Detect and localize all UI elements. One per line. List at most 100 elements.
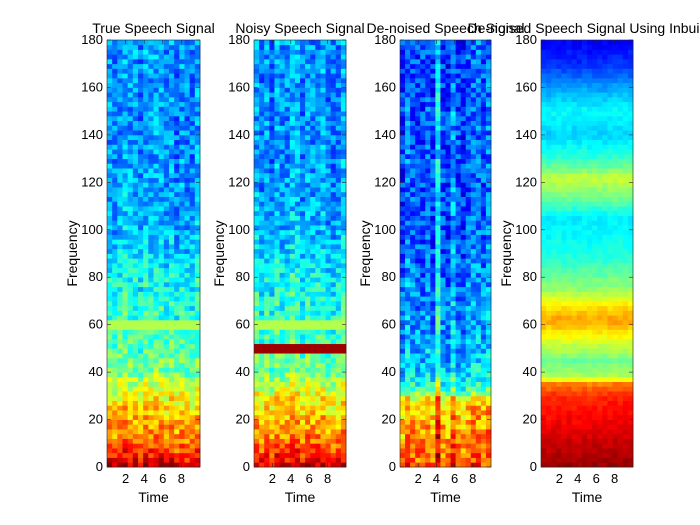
spectrogram-cell (179, 277, 185, 283)
spectrogram-cell (179, 400, 185, 406)
spectrogram-cell (470, 262, 477, 269)
spectrogram-cell (330, 367, 337, 373)
spectrogram-cell (410, 163, 416, 169)
spectrogram-cell (410, 191, 416, 197)
spectrogram-cell (465, 452, 472, 458)
spectrogram-cell (153, 215, 160, 221)
spectrogram-cell (122, 92, 129, 98)
spectrogram-cell (158, 277, 165, 283)
spectrogram-cell (122, 244, 129, 250)
spectrogram-cell (189, 419, 196, 425)
spectrogram-cell (460, 272, 467, 278)
spectrogram-cell (475, 96, 482, 103)
spectrogram-cell (259, 63, 265, 69)
spectrogram-cell (189, 272, 196, 278)
spectrogram-cell (325, 106, 332, 112)
spectrogram-cell (138, 130, 144, 136)
spectrogram-cell (274, 376, 280, 382)
spectrogram-cell (305, 262, 311, 269)
spectrogram-cell (269, 362, 275, 368)
spectrogram-cell (310, 196, 316, 202)
spectrogram-cell (420, 220, 426, 226)
spectrogram-cell (400, 139, 406, 145)
spectrogram-cell (315, 376, 321, 382)
spectrogram-cell (269, 443, 275, 449)
spectrogram-cell (148, 296, 154, 302)
spectrogram-cell (405, 77, 411, 84)
spectrogram-cell (450, 462, 457, 468)
spectrogram-cell (112, 87, 118, 93)
spectrogram-cell (284, 457, 291, 463)
spectrogram-cell (127, 120, 134, 126)
spectrogram-cell (264, 448, 270, 454)
spectrogram-cell (117, 87, 123, 93)
spectrogram-cell (315, 419, 321, 425)
spectrogram-cell (470, 448, 477, 454)
spectrogram-cell (184, 343, 191, 349)
spectrogram-cell (138, 300, 144, 307)
spectrogram-cell (289, 54, 296, 60)
spectrogram-cell (430, 248, 436, 254)
spectrogram-cell (279, 234, 286, 240)
spectrogram-cell (174, 44, 180, 50)
spectrogram-cell (410, 63, 416, 69)
spectrogram-cell (112, 248, 118, 254)
spectrogram-cell (148, 343, 154, 349)
spectrogram-cell (163, 443, 170, 449)
spectrogram-cell (305, 376, 311, 382)
spectrogram-cell (294, 82, 301, 88)
spectrogram-cell (455, 362, 462, 368)
spectrogram-cell (480, 239, 487, 245)
spectrogram-cell (284, 172, 291, 178)
spectrogram-cell (400, 158, 406, 164)
spectrogram-cell (415, 239, 421, 245)
spectrogram-cell (189, 329, 196, 335)
spectrogram-cell (315, 319, 321, 326)
spectrogram-cell (305, 272, 311, 278)
spectrogram-cell (274, 433, 280, 439)
spectrogram-cell (194, 111, 201, 117)
spectrogram-cell (153, 63, 160, 69)
spectrogram-cell (335, 82, 342, 88)
spectrogram-cell (179, 215, 185, 221)
spectrogram-cell (310, 414, 316, 420)
spectrogram-cell (132, 210, 139, 216)
y-tick-label: 140 (81, 127, 103, 142)
spectrogram-cell (455, 410, 462, 416)
spectrogram-cell (169, 153, 175, 160)
spectrogram-cell (400, 191, 406, 197)
spectrogram-cell (315, 443, 321, 449)
spectrogram-cell (294, 410, 301, 416)
spectrogram-cell (415, 225, 421, 231)
spectrogram-cell (117, 381, 123, 387)
spectrogram-cell (107, 40, 113, 46)
spectrogram-cell (340, 248, 347, 254)
spectrogram-cell (153, 201, 160, 207)
spectrogram-cell (153, 58, 160, 65)
spectrogram-cell (305, 405, 311, 411)
spectrogram-cell (179, 329, 185, 335)
spectrogram-cell (310, 343, 316, 349)
spectrogram-cell (445, 376, 451, 382)
spectrogram-cell (440, 319, 446, 326)
spectrogram-cell (107, 77, 113, 84)
spectrogram-cell (112, 191, 118, 197)
spectrogram-cell (405, 334, 411, 340)
spectrogram-cell (259, 452, 265, 458)
spectrogram-cell (425, 101, 431, 107)
spectrogram-cell (254, 300, 260, 307)
spectrogram-cell (440, 272, 446, 278)
spectrogram-cell (174, 239, 180, 245)
spectrogram-cell (264, 130, 270, 136)
spectrogram-cell (269, 120, 275, 126)
spectrogram-cell (315, 395, 321, 401)
spectrogram-cell (174, 77, 180, 84)
spectrogram-cell (174, 106, 180, 112)
spectrogram-cell (475, 272, 482, 278)
spectrogram-cell (294, 357, 301, 364)
spectrogram-cell (470, 206, 477, 212)
spectrogram-cell (315, 343, 321, 349)
spectrogram-cell (475, 286, 482, 292)
spectrogram-cell (305, 134, 311, 141)
spectrogram-cell (430, 125, 436, 131)
